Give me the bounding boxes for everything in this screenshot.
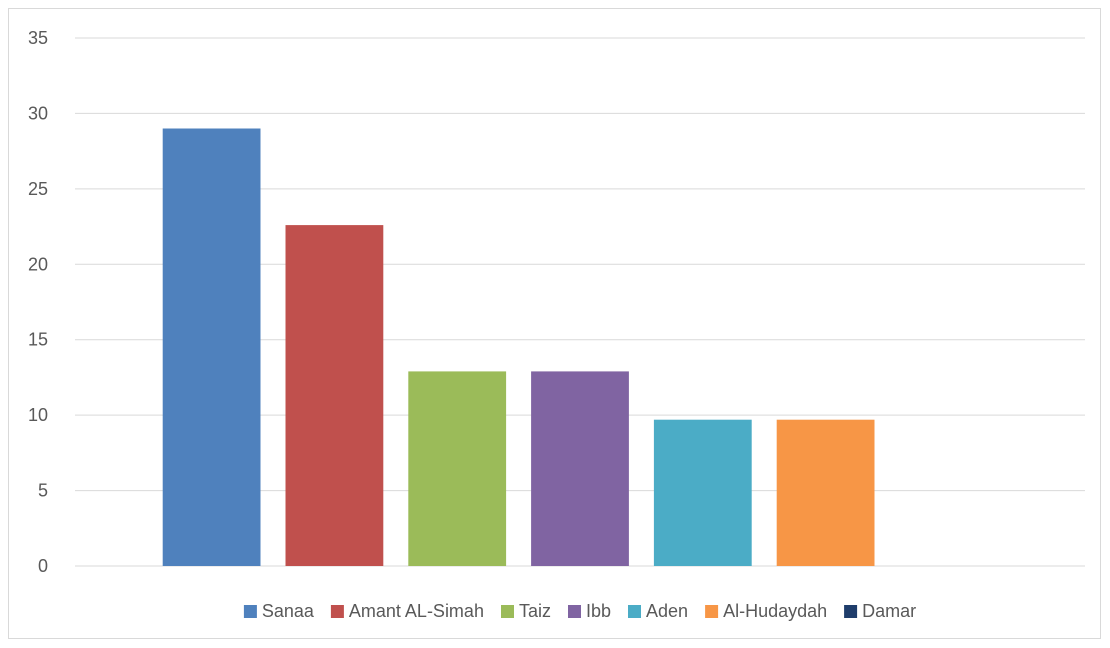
legend-item: Damar [844,601,916,621]
legend-item: Ibb [568,601,611,621]
legend-swatch [330,605,344,618]
legend-swatch [501,605,514,618]
bar-sanaa [162,128,261,566]
legend-label: Ibb [586,601,611,621]
y-tick-label: 10 [28,405,48,425]
y-tick-label: 15 [28,330,48,350]
y-tick-label: 30 [28,103,48,123]
legend-swatch [568,605,581,618]
legend-swatch [705,605,719,618]
legend-item: Aden [628,601,688,621]
y-tick-label: 0 [38,556,48,576]
legend-label: Damar [862,601,916,621]
legend-swatch [243,605,257,618]
legend: Sanaa Amant AL-Simah Taiz Ibb Aden Al-Hudayda… [243,601,916,621]
bar-ibb [531,371,629,566]
legend-swatch [844,605,858,618]
legend-item: Sanaa [243,601,315,621]
legend-label: Sanaa [262,601,315,621]
bar-amant-al-simah [285,225,384,566]
legend-item: Taiz [501,601,551,621]
legend-label: Al-Hudaydah [723,601,827,621]
bar-aden [653,419,752,566]
legend-swatch [628,605,641,618]
y-tick-label: 5 [38,481,48,501]
y-tick-label: 35 [28,28,48,48]
bar-taiz [408,371,507,566]
legend-label: Amant AL-Simah [349,601,484,621]
legend-label: Aden [646,601,688,621]
y-tick-label: 25 [28,179,48,199]
y-axis-ticks: 0 5 10 15 20 25 30 35 [28,28,48,576]
bars [162,128,875,566]
bar-al-hudaydah [776,419,875,566]
legend-item: Amant AL-Simah [330,601,484,621]
legend-item: Al-Hudaydah [705,601,827,621]
y-tick-label: 20 [28,254,48,274]
legend-label: Taiz [519,601,551,621]
